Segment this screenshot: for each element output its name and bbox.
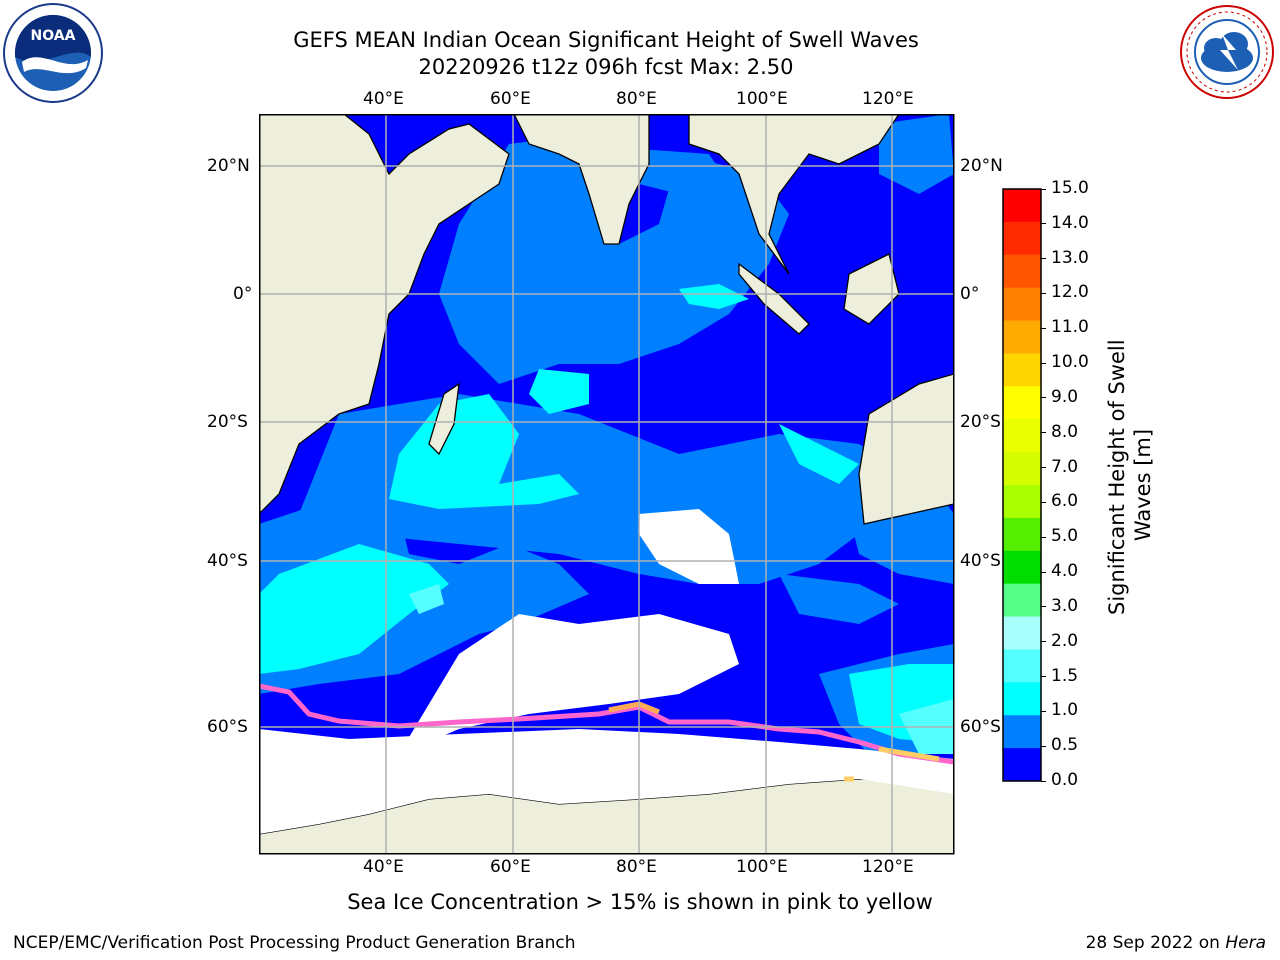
colorbar-label-line1: Significant Height of Swell (1105, 339, 1129, 615)
colorbar-tick-label: 1.5 (1051, 665, 1079, 686)
colorbar-label: Significant Height of Swell Waves [m] (1104, 339, 1156, 615)
colorbar-tick-label: 14.0 (1051, 212, 1089, 233)
colorbar-tick-mark (1041, 745, 1046, 747)
colorbar-label-line2: Waves [m] (1131, 428, 1155, 542)
colorbar (1002, 188, 1042, 782)
colorbar-tick-label: 11.0 (1051, 317, 1089, 338)
colorbar-tick-mark (1041, 397, 1046, 399)
borneo-landmass (843, 253, 900, 325)
colorbar-tick-label: 9.0 (1051, 386, 1079, 407)
lat-tick-left: 20°N (207, 156, 250, 176)
colorbar-segment (1003, 452, 1041, 486)
footer-left: NCEP/EMC/Verification Post Processing Pr… (13, 933, 576, 953)
colorbar-frame (1002, 188, 1042, 782)
africa-landmass (259, 114, 510, 515)
colorbar-tick-mark (1041, 676, 1046, 678)
colorbar-tick-label: 0.0 (1051, 770, 1079, 790)
colorbar-tick-label: 4.0 (1051, 561, 1079, 582)
lon-tick-top: 40°E (363, 89, 404, 109)
lat-tick-left: 60°S (207, 717, 248, 737)
lon-tick-bottom: 100°E (736, 857, 788, 877)
colorbar-segment (1003, 550, 1041, 585)
colorbar-segment (1003, 485, 1041, 519)
map-frame (259, 114, 955, 855)
colorbar-tick-label: 2.0 (1051, 630, 1079, 651)
svg-text:NOAA: NOAA (31, 28, 76, 44)
colorbar-tick-mark (1041, 571, 1046, 573)
colorbar-segment (1003, 682, 1041, 716)
australia-landmass (858, 373, 954, 525)
colorbar-tick-label: 0.5 (1051, 735, 1079, 756)
map-panel (259, 114, 955, 855)
lat-tick-right: 40°S (960, 551, 1001, 571)
colorbar-tick-label: 6.0 (1051, 491, 1079, 512)
lon-tick-top: 80°E (616, 89, 657, 109)
lat-tick-right: 20°S (960, 412, 1001, 432)
graticule (259, 114, 954, 854)
lat-tick-left: 20°S (207, 412, 248, 432)
lon-tick-bottom: 60°E (490, 857, 531, 877)
colorbar-tick-mark (1041, 292, 1046, 294)
colorbar-tick-mark (1041, 780, 1046, 782)
colorbar-segment (1003, 189, 1041, 223)
colorbar-tick-mark (1041, 327, 1046, 329)
colorbar-segment (1003, 748, 1041, 782)
colorbar-segment (1003, 386, 1041, 420)
colorbar-tick-mark (1041, 710, 1046, 712)
noaa-logo: NOAA (2, 2, 104, 104)
lon-tick-top: 60°E (490, 89, 531, 109)
colorbar-segment (1003, 353, 1041, 387)
colorbar-tick-mark (1041, 362, 1046, 364)
lat-tick-right: 0° (960, 284, 980, 304)
colorbar-tick-label: 10.0 (1051, 352, 1089, 373)
colorbar-tick-label: 13.0 (1051, 247, 1089, 268)
lon-tick-top: 100°E (736, 89, 788, 109)
colorbar-segment (1003, 583, 1041, 618)
sea-ice-note: Sea Ice Concentration > 15% is shown in … (347, 890, 933, 914)
colorbar-tick-label: 12.0 (1051, 282, 1089, 303)
colorbar-tick-label: 8.0 (1051, 421, 1079, 442)
lat-tick-left: 0° (233, 284, 253, 304)
colorbar-segment (1003, 221, 1041, 256)
colorbar-tick-mark (1041, 258, 1046, 260)
footer-date: 28 Sep 2022 on (1085, 933, 1226, 953)
colorbar-tick-mark (1041, 188, 1046, 190)
colorbar-segment (1003, 649, 1041, 683)
lat-tick-left: 40°S (207, 551, 248, 571)
colorbar-tick-mark (1041, 223, 1046, 225)
colorbar-tick-mark (1041, 606, 1046, 608)
colorbar-segment (1003, 616, 1041, 650)
colorbar-segment (1003, 287, 1041, 322)
colorbar-tick-mark (1041, 432, 1046, 434)
colorbar-segment (1003, 254, 1041, 289)
lat-tick-right: 20°N (960, 156, 1003, 176)
india-landmass (513, 114, 650, 245)
footer-host: Hera (1225, 933, 1266, 953)
lon-tick-bottom: 40°E (363, 857, 404, 877)
colorbar-tick-mark (1041, 501, 1046, 503)
chart-title-line2: 20220926 t12z 096h fcst Max: 2.50 (418, 55, 794, 79)
land-masses (259, 114, 954, 854)
colorbar-segment (1003, 517, 1041, 552)
colorbar-tick-label: 3.0 (1051, 595, 1079, 616)
colorbar-segment (1003, 419, 1041, 453)
nws-logo (1176, 4, 1278, 100)
colorbar-tick-label: 7.0 (1051, 456, 1079, 477)
madagascar-landmass (428, 382, 460, 456)
colorbar-tick-label: 5.0 (1051, 526, 1079, 547)
colorbar-segment (1003, 320, 1041, 354)
footer-right: 28 Sep 2022 on Hera (1086, 933, 1266, 953)
colorbar-tick-mark (1041, 641, 1046, 643)
colorbar-tick-label: 15.0 (1051, 178, 1089, 198)
colorbar-tick-label: 1.0 (1051, 700, 1079, 721)
colorbar-segment (1003, 715, 1041, 749)
colorbar-tick-mark (1041, 467, 1046, 469)
southeast-asia-landmass (688, 114, 900, 275)
lon-tick-bottom: 80°E (616, 857, 657, 877)
lat-tick-right: 60°S (960, 717, 1001, 737)
chart-title-line1: GEFS MEAN Indian Ocean Significant Heigh… (293, 28, 919, 52)
lon-tick-bottom: 120°E (862, 857, 914, 877)
colorbar-tick-mark (1041, 536, 1046, 538)
lon-tick-top: 120°E (862, 89, 914, 109)
